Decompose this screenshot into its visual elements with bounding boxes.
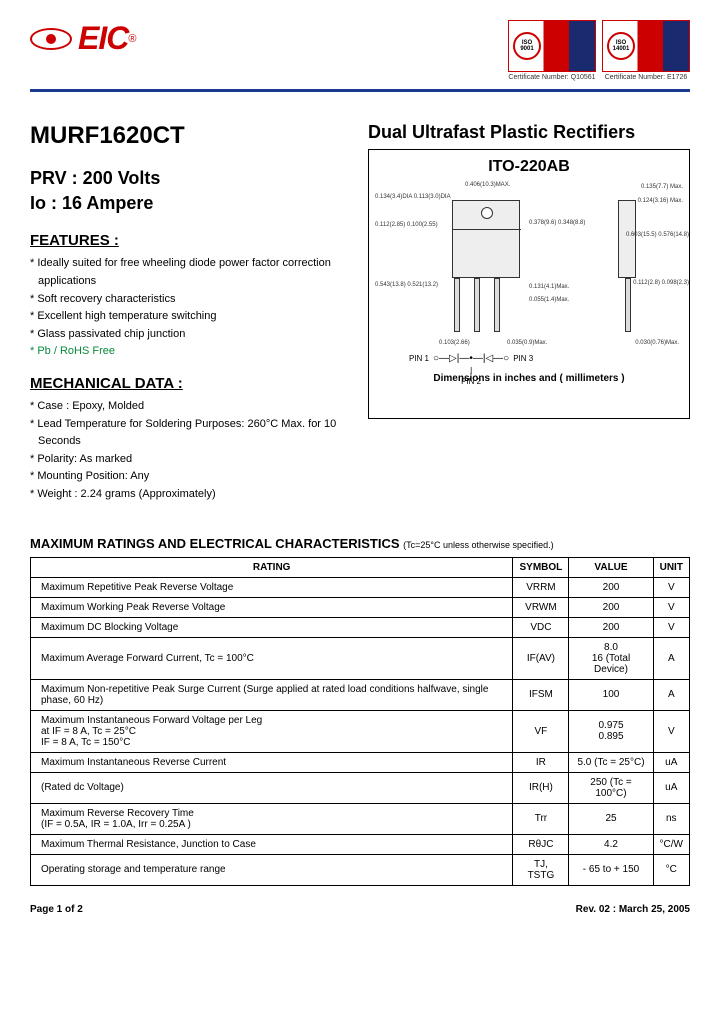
- table-row: Maximum Thermal Resistance, Junction to …: [31, 834, 690, 854]
- features-list: Ideally suited for free wheeling diode p…: [30, 255, 350, 361]
- company-logo: EIC ®: [30, 20, 136, 57]
- part-number: MURF1620CT: [30, 122, 350, 150]
- package-outline-box: ITO-220AB 0.134(3.4)DIA 0.113(3.0)DIA 0.…: [368, 149, 690, 419]
- mech-item: Mounting Position: Any: [30, 468, 350, 486]
- spec-prv: PRV : 200 Volts: [30, 166, 350, 191]
- feature-item-rohs: Pb / RoHS Free: [30, 343, 350, 361]
- diode-icon: ○—▷|—•—|◁—○: [433, 353, 509, 364]
- table-row: Maximum Working Peak Reverse VoltageVRWM…: [31, 597, 690, 617]
- main-specs: PRV : 200 Volts Io : 16 Ampere: [30, 166, 350, 216]
- dim-label: 0.378(9.6) 0.348(8.8): [529, 220, 585, 227]
- package-front-view: [452, 200, 520, 278]
- dim-label: 0.134(3.4)DIA 0.113(3.0)DIA: [375, 194, 451, 201]
- table-row: Maximum DC Blocking VoltageVDC200V: [31, 617, 690, 637]
- logo-eye-icon: [30, 28, 72, 50]
- dim-label: 0.030(0.76)Max.: [635, 340, 679, 347]
- ratings-table: RATING SYMBOL VALUE UNIT Maximum Repetit…: [30, 557, 690, 886]
- mechanical-list: Case : Epoxy, Molded Lead Temperature fo…: [30, 398, 350, 504]
- table-header-row: RATING SYMBOL VALUE UNIT: [31, 557, 690, 577]
- feature-item: Ideally suited for free wheeling diode p…: [30, 255, 350, 290]
- page-footer: Page 1 of 2 Rev. 02 : March 25, 2005: [30, 904, 690, 915]
- dim-label: 0.406(10.3)MAX.: [465, 182, 510, 189]
- certifications: ISO9001 Certificate Number: Q10561 ISO14…: [508, 20, 690, 81]
- mounting-hole-icon: [481, 207, 493, 219]
- table-row: Maximum Instantaneous Reverse CurrentIR5…: [31, 752, 690, 772]
- feature-item: Glass passivated chip junction: [30, 326, 350, 344]
- table-row: Maximum Reverse Recovery Time (IF = 0.5A…: [31, 803, 690, 834]
- header: EIC ® ISO9001 Certificate Number: Q10561…: [30, 20, 690, 81]
- th-value: VALUE: [569, 557, 653, 577]
- dim-label: 0.112(2.85) 0.100(2.55): [375, 222, 438, 229]
- dim-label: 0.135(7.7) Max.: [641, 184, 683, 191]
- dim-label: 0.035(0.9)Max.: [507, 340, 547, 347]
- mechanical-heading: MECHANICAL DATA :: [30, 375, 350, 392]
- content-top: MURF1620CT PRV : 200 Volts Io : 16 Amper…: [30, 122, 690, 518]
- dim-label: 0.124(3.16) Max.: [638, 198, 683, 205]
- th-symbol: SYMBOL: [513, 557, 569, 577]
- right-column: Dual Ultrafast Plastic Rectifiers ITO-22…: [368, 122, 690, 518]
- cert-iso14001: ISO14001 Certificate Number: E1726: [602, 20, 690, 81]
- package-side-view: [618, 200, 636, 278]
- package-name: ITO-220AB: [377, 158, 681, 176]
- header-rule: [30, 89, 690, 92]
- dim-label: 0.055(1.4)Max.: [529, 297, 569, 304]
- table-row: Maximum Repetitive Peak Reverse VoltageV…: [31, 577, 690, 597]
- side-lead: [625, 278, 631, 332]
- dim-label: 0.131(4.1)Max.: [529, 284, 569, 291]
- spec-io: Io : 16 Ampere: [30, 191, 350, 216]
- product-title: Dual Ultrafast Plastic Rectifiers: [368, 122, 690, 143]
- table-row: Maximum Instantaneous Forward Voltage pe…: [31, 710, 690, 752]
- logo-text: EIC: [78, 20, 128, 57]
- dim-label: 0.543(13.8) 0.521(13.2): [375, 282, 438, 289]
- mech-item: Weight : 2.24 grams (Approximately): [30, 486, 350, 504]
- package-leads: [454, 278, 500, 332]
- mech-item: Lead Temperature for Soldering Purposes:…: [30, 416, 350, 451]
- cert-caption: Certificate Number: E1726: [602, 74, 690, 81]
- dim-label: 0.103(2.66): [439, 340, 470, 347]
- revision-date: Rev. 02 : March 25, 2005: [576, 904, 690, 915]
- logo-registered: ®: [128, 33, 136, 45]
- dim-label: 0.603(15.5) 0.576(14.8): [626, 232, 689, 239]
- table-row: (Rated dc Voltage)IR(H)250 (Tc = 100°C)u…: [31, 772, 690, 803]
- table-row: Maximum Average Forward Current, Tc = 10…: [31, 637, 690, 679]
- mech-item: Case : Epoxy, Molded: [30, 398, 350, 416]
- cert-iso9001: ISO9001 Certificate Number: Q10561: [508, 20, 596, 81]
- table-row: Operating storage and temperature rangeT…: [31, 854, 690, 885]
- table-row: Maximum Non-repetitive Peak Surge Curren…: [31, 679, 690, 710]
- ratings-table-title: MAXIMUM RATINGS AND ELECTRICAL CHARACTER…: [30, 536, 690, 551]
- th-rating: RATING: [31, 557, 513, 577]
- mech-item: Polarity: As marked: [30, 451, 350, 469]
- pin-schematic: PIN 1○—▷|—•—|◁—○PIN 3 | PIN 2: [409, 353, 533, 388]
- th-unit: UNIT: [653, 557, 689, 577]
- features-heading: FEATURES :: [30, 232, 350, 249]
- feature-item: Soft recovery characteristics: [30, 291, 350, 309]
- package-diagram: 0.134(3.4)DIA 0.113(3.0)DIA 0.112(2.85) …: [377, 182, 681, 367]
- page-number: Page 1 of 2: [30, 904, 83, 915]
- dim-label: 0.112(2.8) 0.098(2.3): [633, 280, 689, 287]
- cert-caption: Certificate Number: Q10561: [508, 74, 596, 81]
- left-column: MURF1620CT PRV : 200 Volts Io : 16 Amper…: [30, 122, 350, 518]
- feature-item: Excellent high temperature switching: [30, 308, 350, 326]
